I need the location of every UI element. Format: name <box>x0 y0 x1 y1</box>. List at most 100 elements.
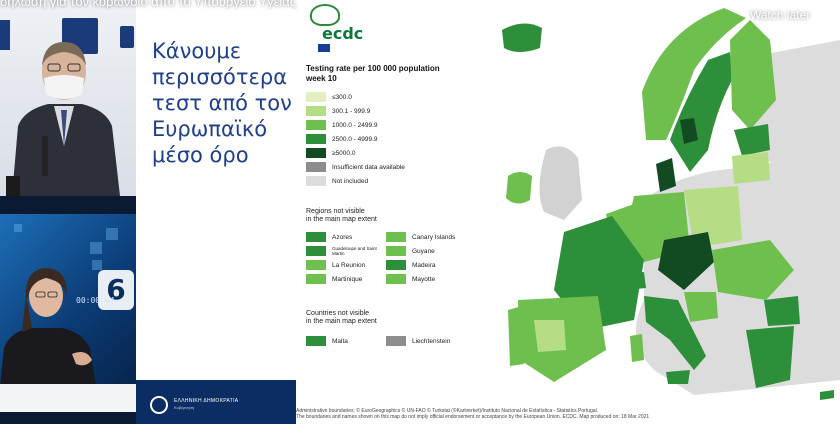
credits-line: The boundaries and names shown on this m… <box>296 414 650 420</box>
government-name: ΕΛΛΗΝΙΚΗ ΔΗΜΟΚΡΑΤΙΑ <box>174 398 239 404</box>
region-label: La Reunion <box>332 261 366 269</box>
legend-swatch <box>306 176 326 186</box>
region-row: La Reunion <box>306 260 365 270</box>
legend-swatch <box>306 260 326 270</box>
region-label: Mayotte <box>412 275 436 283</box>
map-region-not-included <box>539 146 582 220</box>
legend-class-label: 300.1 - 999.9 <box>332 107 371 115</box>
country-row: Liechtenstein <box>386 336 450 346</box>
map-country <box>764 296 800 326</box>
channel-6-logo: 6 <box>98 270 134 310</box>
map-legend: Testing rate per 100 000 population week… <box>306 64 506 346</box>
map-country <box>666 370 690 384</box>
divider <box>0 196 136 214</box>
legend-swatch <box>306 134 326 144</box>
region-label: Azores <box>332 233 353 241</box>
map-country <box>656 158 676 192</box>
legend-swatch <box>306 274 326 284</box>
credits-line: Administrative boundaries: © EuroGeograp… <box>296 408 599 414</box>
country-label: Liechtenstein <box>412 337 451 345</box>
lower-third <box>0 384 136 424</box>
backdrop-logo <box>120 26 134 48</box>
legend-class-label: Not included <box>332 177 369 185</box>
map-country <box>684 292 718 322</box>
government-footer: ΕΛΛΗΝΙΚΗ ΔΗΜΟΚΡΑΤΙΑ Κυβέρνηση <box>136 380 296 424</box>
video-title-bar[interactable]: δήλωση για τον κορωνοϊό από το Υπουργείο… <box>0 0 840 10</box>
legend-subtitle: week 10 <box>306 74 337 83</box>
legend-swatch <box>386 232 406 242</box>
legend-swatch <box>306 162 326 172</box>
map-country <box>820 390 834 400</box>
region-row: Azores <box>306 232 352 242</box>
legend-swatch <box>386 260 406 270</box>
legend-swatch <box>306 246 326 256</box>
legend-swatch <box>306 106 326 116</box>
map-country <box>534 320 566 352</box>
legend-swatch <box>306 148 326 158</box>
regions-subtitle: in the main map extent <box>306 216 377 223</box>
map-country <box>746 326 794 388</box>
region-label: Martinique <box>332 275 363 283</box>
legend-class-label: ≥5000.0 <box>332 149 356 157</box>
region-row: Madeira <box>386 260 435 270</box>
channel-logo: ΕΡΤ <box>776 22 826 47</box>
legend-class-row: 1000.0 - 2499.9 <box>306 120 378 130</box>
legend-swatch <box>386 274 406 284</box>
map-country <box>712 240 794 300</box>
region-label: Canary Islands <box>412 233 456 241</box>
europe-testing-rate-map <box>494 0 840 410</box>
region-label: Madeira <box>412 261 436 269</box>
regions-title: Regions not visible <box>306 208 365 215</box>
map-country <box>732 152 770 184</box>
watch-later-button[interactable]: Watch later <box>750 8 811 22</box>
backdrop-tile <box>92 260 102 270</box>
legend-swatch <box>386 336 406 346</box>
legend-class-label: ≤300.0 <box>332 93 352 101</box>
map-country <box>506 172 532 204</box>
presentation-slide: Κάνουμε περισσότερα τεστ από τον Ευρωπαϊ… <box>136 0 840 424</box>
legend-swatch <box>306 120 326 130</box>
map-country <box>730 20 776 130</box>
map-country <box>508 306 524 366</box>
region-row: Guyane <box>386 246 435 256</box>
map-country <box>734 124 770 156</box>
legend-class-row: Insufficient data available <box>306 162 405 172</box>
legend-class-row: ≥5000.0 <box>306 148 355 158</box>
region-label: Guadeloupe and Saint Martin <box>332 246 377 256</box>
anchor-camera-feed: 6 00:00 of <box>0 214 136 384</box>
map-country <box>680 118 698 144</box>
backdrop-tile <box>90 242 102 254</box>
region-label: Guyane <box>412 247 435 255</box>
speaker-camera-feed <box>0 0 136 196</box>
map-credits: Administrative boundaries: © EuroGeograp… <box>296 408 836 420</box>
backdrop-logo <box>0 20 10 50</box>
video-title[interactable]: δήλωση για τον κορωνοϊό από το Υπουργείο… <box>0 0 297 9</box>
legend-swatch <box>306 92 326 102</box>
legend-class-label: 2500.0 - 4999.9 <box>332 135 378 143</box>
countries-title: Countries not visible <box>306 310 370 317</box>
map-country <box>644 296 706 370</box>
region-row: Canary Islands <box>386 232 455 242</box>
hellenic-emblem-icon <box>150 396 168 414</box>
legend-class-row: 2500.0 - 4999.9 <box>306 134 378 144</box>
legend-swatch <box>386 246 406 256</box>
legend-class-label: 1000.0 - 2499.9 <box>332 121 378 129</box>
slide-title: Κάνουμε περισσότερα τεστ από τον Ευρωπαϊ… <box>152 39 292 167</box>
government-sub: Κυβέρνηση <box>174 405 195 410</box>
ecdc-wordmark: ecdc <box>322 24 364 43</box>
map-country <box>502 23 542 52</box>
map-country <box>624 272 646 290</box>
backdrop-tile <box>106 228 118 240</box>
legend-swatch <box>306 232 326 242</box>
countries-subtitle: in the main map extent <box>306 318 377 325</box>
globe-icon <box>310 4 340 26</box>
region-row: Guadeloupe and Saint Martin <box>306 246 378 256</box>
legend-class-row: 300.1 - 999.9 <box>306 106 370 116</box>
legend-class-row: Not included <box>306 176 368 186</box>
anchor-figure <box>0 268 96 384</box>
legend-title: Testing rate per 100 000 population <box>306 64 440 73</box>
backdrop-tile <box>14 224 22 232</box>
speaker-figure <box>6 42 120 196</box>
region-row: Mayotte <box>386 274 435 284</box>
